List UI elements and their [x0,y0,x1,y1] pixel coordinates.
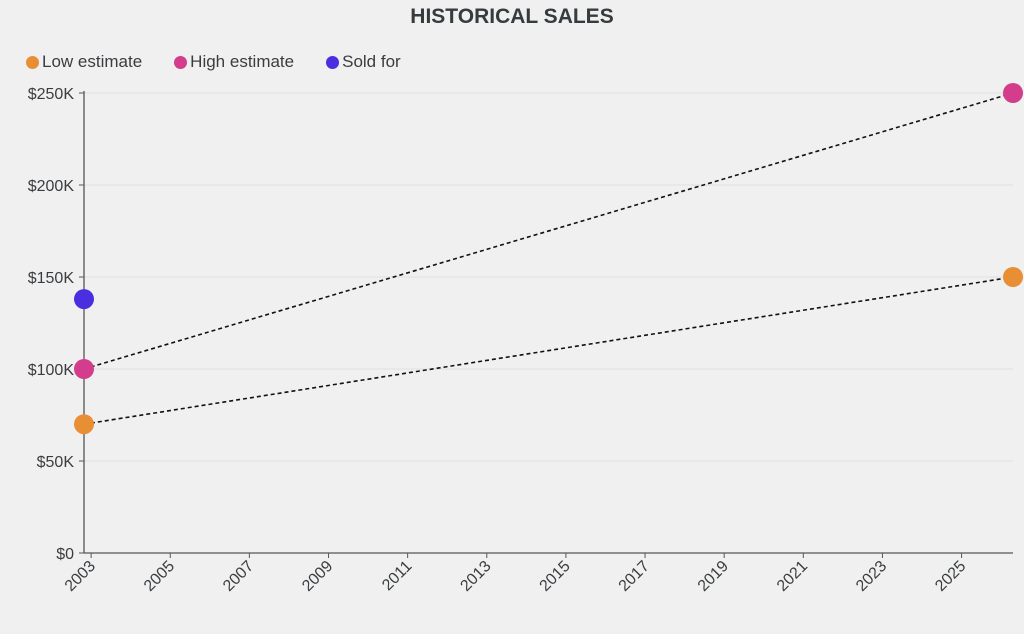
y-tick-label: $50K [37,454,75,471]
y-tick-label: $100K [28,362,75,379]
legend-item-high-estimate[interactable]: High estimate [174,52,294,72]
legend-label-low-estimate: Low estimate [42,52,143,71]
x-tick-label: 2007 [220,558,257,595]
x-tick-label: 2017 [616,558,653,595]
y-tick-label: $200K [28,178,75,195]
x-tick-label: 2003 [62,558,99,595]
chart-title: HISTORICAL SALES [410,5,614,28]
connector-lines [83,92,1014,425]
x-tick-label: 2011 [379,558,415,594]
legend-swatch-low-estimate [26,55,39,69]
legend-swatch-sold-for [326,55,340,69]
x-tick-label: 2015 [537,558,574,595]
y-tick-label: $250K [28,86,75,103]
data-points [74,83,1023,435]
axes: $0 $50K $100K $150K $200K $250K 2003 2005 2007 20… [28,86,1013,595]
legend-item-sold-for[interactable]: Sold for [326,52,401,72]
y-tick-label: $150K [28,270,75,287]
legend-label-sold-for: Sold for [342,52,401,71]
x-tick-label: 2021 [774,558,811,595]
x-tick-label: 2013 [457,558,494,595]
point-low-estimate[interactable] [74,414,94,435]
point-sold-for[interactable] [74,289,94,310]
x-tick-label: 2019 [695,558,732,595]
point-high-estimate[interactable] [1003,83,1023,103]
connector-low-estimate [83,276,1014,425]
legend-swatch-high-estimate [174,55,188,69]
x-tick-label: 2005 [141,558,178,595]
x-tick-label: 2009 [299,558,336,595]
x-tick-label: 2025 [932,558,969,595]
connector-high-estimate [83,92,1014,370]
legend: Low estimate High estimate Sold for [26,52,401,72]
point-high-estimate[interactable] [74,359,94,379]
x-tick-label: 2023 [853,558,890,595]
point-low-estimate[interactable] [1003,267,1023,287]
legend-item-low-estimate[interactable]: Low estimate [26,52,142,72]
y-tick-label: $0 [56,546,74,563]
legend-label-high-estimate: High estimate [190,52,295,71]
grid-lines [84,92,1013,462]
